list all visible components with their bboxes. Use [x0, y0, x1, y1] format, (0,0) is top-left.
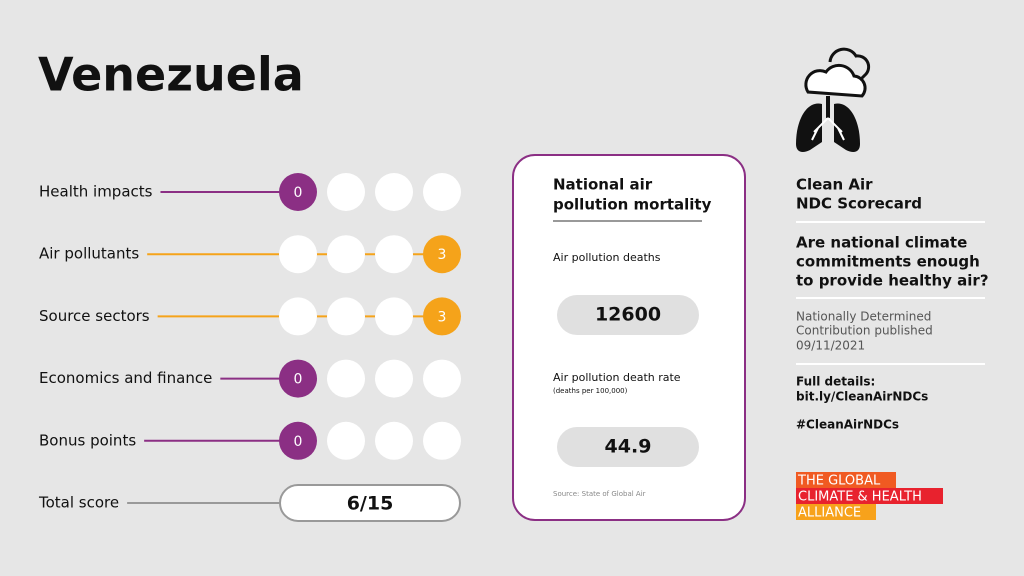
row-label: Source sectors [39, 307, 150, 325]
score-value: 0 [294, 434, 303, 450]
score-dot [279, 421, 317, 460]
deaths-label: Air pollution deaths [553, 251, 661, 264]
empty-dot [279, 297, 317, 336]
cloud-lungs-icon [796, 47, 871, 152]
empty-dot [327, 235, 365, 274]
rate-value: 44.9 [605, 436, 652, 458]
row-label: Air pollutants [39, 245, 139, 263]
score-value: 0 [294, 372, 303, 388]
empty-dot [375, 359, 413, 398]
sidebar-heading: Clean Air [796, 176, 873, 194]
ndc-info: Contribution published [796, 324, 933, 338]
empty-dot [375, 297, 413, 336]
hashtag: #CleanAirNDCs [796, 418, 899, 432]
total-label: Total score [38, 494, 119, 512]
logo-text: CLIMATE & HEALTH [798, 490, 922, 505]
empty-dot [423, 359, 461, 398]
ndc-info: 09/11/2021 [796, 339, 865, 353]
score-dot [279, 173, 317, 211]
row-label: Economics and finance [39, 369, 212, 387]
total-value: 6/15 [347, 493, 394, 515]
deaths-value: 12600 [595, 304, 661, 326]
empty-dot [327, 421, 365, 460]
logo-bg [796, 472, 896, 488]
question: commitments enough [796, 253, 980, 271]
empty-dot [375, 235, 413, 274]
empty-dot [279, 235, 317, 274]
panel-title: pollution mortality [553, 196, 712, 214]
question: Are national climate [796, 234, 967, 252]
logo-bg [796, 504, 876, 520]
sidebar-heading: NDC Scorecard [796, 195, 922, 213]
rate-note: (deaths per 100,000) [553, 387, 628, 395]
logo-bg [796, 488, 943, 504]
source: Source: State of Global Air [553, 490, 646, 498]
score-value: 3 [438, 309, 447, 325]
score-dot [279, 359, 317, 398]
row-label: Health impacts [39, 183, 153, 201]
empty-dot [327, 173, 365, 211]
question: to provide healthy air? [796, 272, 989, 290]
row-label: Bonus points [39, 431, 136, 449]
empty-dot [327, 297, 365, 336]
total-pill [279, 484, 461, 522]
score-dot [423, 297, 461, 336]
country-title: Venezuela [38, 48, 304, 102]
panel-title: National air [553, 176, 653, 194]
empty-dot [423, 421, 461, 460]
details: Full details: [796, 375, 875, 389]
logo-text: THE GLOBAL [797, 474, 881, 489]
empty-dot [423, 173, 461, 211]
rate-label: Air pollution death rate [553, 371, 681, 384]
details-link: bit.ly/CleanAirNDCs [796, 390, 928, 404]
ndc-info: Nationally Determined [796, 310, 931, 324]
empty-dot [327, 359, 365, 398]
score-dot [423, 235, 461, 274]
score-value: 0 [294, 185, 303, 201]
empty-dot [375, 173, 413, 211]
logo-text: ALLIANCE [798, 506, 861, 521]
score-value: 3 [438, 247, 447, 263]
empty-dot [375, 421, 413, 460]
rate-pill [557, 427, 699, 467]
deaths-pill [557, 295, 699, 335]
